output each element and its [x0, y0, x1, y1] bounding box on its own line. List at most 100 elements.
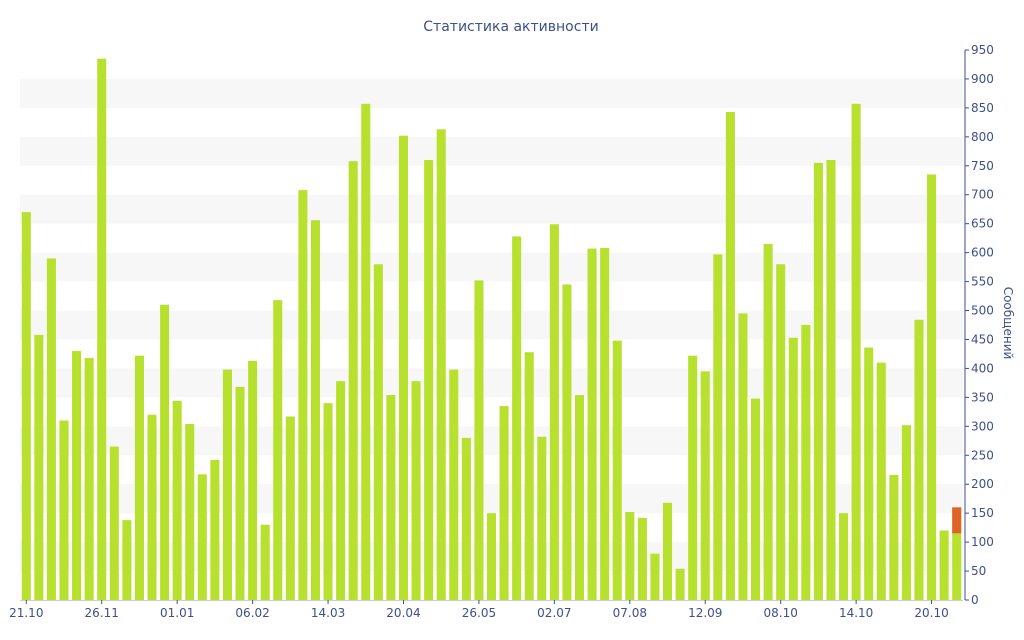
bar[interactable]	[411, 381, 421, 600]
bar[interactable]	[486, 513, 497, 600]
bar[interactable]	[34, 334, 44, 600]
bar[interactable]	[650, 553, 660, 600]
bar[interactable]	[424, 160, 434, 600]
bar[interactable]	[952, 507, 962, 600]
x-tick-label: 20.04	[386, 606, 420, 620]
bar[interactable]	[524, 352, 534, 600]
bar[interactable]	[285, 416, 295, 600]
bar[interactable]	[46, 258, 56, 600]
y-tick-label: 700	[971, 188, 994, 202]
bar[interactable]	[373, 264, 383, 600]
chart-title: Статистика активности	[423, 19, 598, 35]
bar[interactable]	[562, 284, 572, 600]
bar[interactable]	[713, 254, 723, 601]
bar[interactable]	[386, 395, 396, 600]
bar[interactable]	[600, 248, 610, 600]
bar[interactable]	[398, 135, 409, 600]
bar[interactable]	[675, 568, 685, 600]
bar[interactable]	[310, 220, 320, 601]
bar[interactable]	[461, 437, 471, 600]
bar[interactable]	[210, 459, 220, 600]
y-tick-label: 450	[971, 332, 994, 346]
bar[interactable]	[336, 381, 346, 600]
bar[interactable]	[348, 161, 358, 600]
bar[interactable]	[323, 403, 333, 600]
bar[interactable]	[914, 319, 924, 600]
bar[interactable]	[474, 280, 484, 600]
bar[interactable]	[21, 212, 31, 600]
y-axis: 0 50 100 150 200 250 300 350 400 450 500 550 600 650 7…	[965, 43, 994, 607]
bar[interactable]	[574, 395, 585, 600]
bar[interactable]	[172, 400, 182, 600]
bar[interactable]	[826, 160, 836, 600]
bar[interactable]	[549, 224, 559, 600]
bar[interactable]	[927, 174, 937, 600]
bar[interactable]	[700, 371, 710, 600]
bar[interactable]	[260, 524, 270, 600]
y-tick-label: 0	[971, 593, 979, 607]
y-tick-label: 50	[971, 564, 986, 578]
bar[interactable]	[134, 355, 144, 600]
bar[interactable]	[499, 406, 509, 600]
bar[interactable]	[851, 103, 861, 600]
x-tick-label: 26.05	[462, 606, 496, 620]
x-tick-label: 14.03	[311, 606, 345, 620]
bar[interactable]	[222, 369, 232, 600]
bar[interactable]	[109, 446, 119, 600]
bar[interactable]	[901, 425, 911, 600]
y-tick-label: 900	[971, 72, 994, 86]
bar[interactable]	[587, 248, 597, 600]
y-tick-label: 300	[971, 419, 994, 433]
bar[interactable]	[298, 190, 308, 600]
bar[interactable]	[122, 520, 132, 600]
bar[interactable]	[876, 362, 886, 600]
y-tick-label: 550	[971, 275, 994, 289]
bar[interactable]	[59, 420, 69, 600]
y-tick-label: 950	[971, 43, 994, 57]
bar[interactable]	[637, 517, 647, 600]
bar[interactable]	[537, 436, 547, 600]
bar[interactable]	[939, 530, 949, 600]
y-tick-label: 250	[971, 448, 994, 462]
bar[interactable]	[235, 386, 245, 600]
bar[interactable]	[801, 325, 811, 600]
y-tick-label: 150	[971, 506, 994, 520]
bar[interactable]	[97, 58, 107, 601]
bar[interactable]	[449, 369, 459, 600]
bar[interactable]	[813, 162, 823, 601]
bar[interactable]	[839, 513, 849, 600]
x-tick-label: 26.11	[85, 606, 119, 620]
bar[interactable]	[725, 111, 735, 601]
bar[interactable]	[361, 103, 371, 600]
bar[interactable]	[625, 512, 635, 600]
x-tick-label: 20.10	[914, 606, 948, 620]
bar[interactable]	[248, 360, 258, 600]
bar-series	[21, 58, 962, 601]
bar[interactable]	[72, 351, 82, 600]
x-tick-label: 21.10	[9, 606, 43, 620]
bar[interactable]	[160, 304, 170, 600]
y-axis-title: Сообщений	[1001, 287, 1015, 360]
bar[interactable]	[612, 340, 622, 600]
bar[interactable]	[688, 355, 698, 600]
bar[interactable]	[273, 300, 283, 600]
bar[interactable]	[864, 347, 874, 600]
bar[interactable]	[763, 243, 773, 600]
grid-band	[20, 194, 963, 224]
bar[interactable]	[185, 424, 195, 600]
bar[interactable]	[436, 129, 446, 600]
bar[interactable]	[197, 474, 207, 600]
bar[interactable]	[738, 313, 748, 600]
bar[interactable]	[788, 337, 798, 600]
bar[interactable]	[147, 414, 157, 600]
bar[interactable]	[776, 264, 786, 600]
bar[interactable]	[84, 358, 94, 600]
x-tick-label: 14.10	[839, 606, 873, 620]
bar[interactable]	[751, 398, 761, 600]
x-tick-label: 08.10	[764, 606, 798, 620]
y-tick-label: 400	[971, 361, 994, 375]
bar-highlight[interactable]	[952, 507, 962, 534]
bar[interactable]	[512, 236, 522, 600]
bar[interactable]	[889, 474, 899, 600]
bar[interactable]	[663, 502, 673, 600]
